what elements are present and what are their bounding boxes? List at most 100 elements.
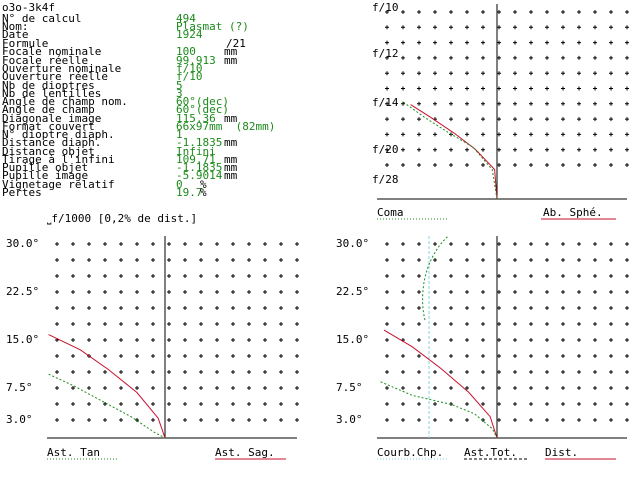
ast-grid-mark [71,242,75,246]
coma-grid-mark [401,132,405,137]
ast-grid-mark [167,242,171,246]
coma-grid-mark [497,71,501,76]
coma-grid-mark [497,163,501,167]
ast-grid-mark [87,370,91,374]
curv-grid-mark [577,258,581,262]
ast-grid-mark [231,274,235,278]
ast-grid-mark [247,274,251,278]
ast-grid-mark [215,354,219,358]
ast-grid-mark [295,242,299,246]
curv-grid-mark [593,402,597,406]
ast-grid-mark [55,386,59,390]
coma-grid-mark [545,163,549,167]
coma-grid-mark [577,10,581,14]
curv-grid-mark [609,354,613,358]
ast-grid-mark [247,402,251,406]
coma-grid-mark [545,147,549,152]
spec-label: Formule [2,37,49,50]
spec-label: Angle de champ nom. [2,95,128,108]
spec-value: Infini [176,145,216,158]
ast-grid-mark [103,338,107,342]
ast-grid-mark [167,338,171,342]
ast-grid-mark [231,322,235,326]
curv-grid-mark [433,322,437,326]
ast-grid-mark [199,306,203,310]
coma-grid-mark [609,10,613,14]
coma-grid-mark [577,101,581,106]
curv-grid-mark [465,258,469,262]
coma-grid-mark [465,147,469,152]
curv-grid-mark [561,386,565,390]
curv-grid-mark [449,242,453,246]
ast-grid-mark [135,242,139,246]
ast-grid-mark [71,354,75,358]
coma-grid-mark [529,55,533,60]
coma-grid-mark [465,163,469,167]
curv-grid-mark [465,386,469,390]
ast-grid-mark [247,354,251,358]
ast-grid-mark [295,322,299,326]
coma-grid-mark [497,101,501,106]
coma-grid-mark [449,117,453,122]
lens-id-title: o3o-3k4f [2,1,55,14]
ast-grid-mark [279,370,283,374]
spec-value: 5 [176,79,183,92]
curv-grid-mark [433,274,437,278]
coma-grid-mark [593,101,597,106]
coma-grid-mark [481,10,485,14]
curv-grid-mark [609,242,613,246]
ast-grid-mark [231,258,235,262]
ast-grid-mark [55,370,59,374]
spec-value: 19.7 [176,186,203,199]
coma-grid-mark [561,71,565,76]
coma-grid-mark [401,86,405,91]
ast-grid-mark [263,306,267,310]
spec-unit: mm [224,45,238,58]
coma-grid-mark [449,71,453,76]
ast-grid-mark [167,386,171,390]
curv-grid-mark [465,242,469,246]
curv-grid-mark [433,258,437,262]
curv-grid-mark [625,402,629,406]
spec-label: N° de calcul [2,12,82,25]
coma-grid-mark [545,101,549,106]
curv-grid-mark [625,274,629,278]
coma-grid-mark [577,25,581,30]
ast-grid-mark [71,338,75,342]
coma-grid-mark [465,71,469,76]
ast-grid-mark [151,274,155,278]
curv-grid-mark [465,354,469,358]
curv-grid-mark [577,338,581,342]
coma-grid-mark [433,55,437,60]
coma-grid-mark [433,71,437,76]
curv-grid-mark [545,242,549,246]
ast-grid-mark [151,242,155,246]
curv-grid-mark [385,242,389,246]
curv-grid-mark [625,354,629,358]
ast-grid-mark [199,402,203,406]
coma-grid-mark [497,147,501,152]
coma-grid-mark [577,86,581,91]
curv-grid-mark [577,386,581,390]
spec-label: Tirage à l'infini [2,153,115,166]
legend-ast-tot: Ast.Tot. [464,446,517,459]
curv-grid-mark [561,290,565,294]
coma-grid-mark [513,55,517,60]
coma-grid-mark [609,55,613,60]
ast-grid-mark [87,418,91,422]
spec-label: Pupille objet [2,161,89,174]
curv-grid-mark [577,242,581,246]
coma-grid-mark [497,40,501,45]
coma-grid-mark [513,10,517,14]
coma-grid-mark [561,163,565,167]
coma-grid-mark [545,55,549,60]
curv-ylabel-4: 3.0° [336,413,363,426]
ast-grid-mark [231,290,235,294]
ast-grid-mark [183,354,187,358]
ast-grid-mark [215,274,219,278]
curv-grid-mark [401,354,405,358]
curv-grid-mark [401,242,405,246]
curv-grid-mark [481,306,485,310]
spec-label: Angle de champ [2,103,95,116]
